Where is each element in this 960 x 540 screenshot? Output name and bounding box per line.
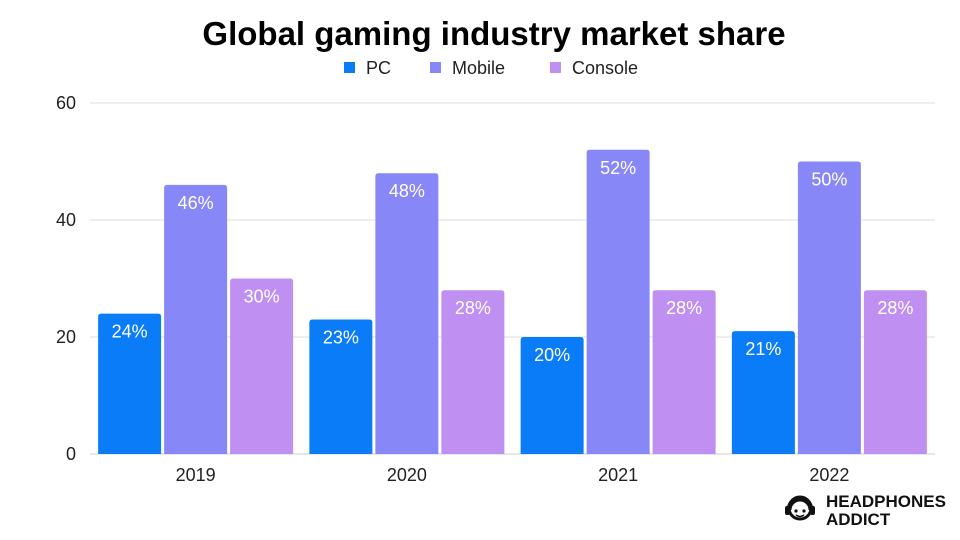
legend-swatch [344,62,355,73]
legend-label: Console [572,58,638,78]
x-axis: 2019 2020 2021 2022 [176,465,850,485]
bar-console-2021 [652,290,716,454]
x-tick-label: 2021 [598,465,638,485]
bar-console-2022 [863,290,927,454]
data-label: 28% [666,298,702,318]
legend-swatch [550,62,561,73]
data-label: 28% [455,298,491,318]
x-tick-label: 2019 [176,465,216,485]
data-label: 52% [600,158,636,178]
legend: PC Mobile Console [344,58,638,78]
bar-pc-2022 [731,331,795,454]
data-label: 48% [389,181,425,201]
legend-label: Mobile [452,58,505,78]
legend-label: PC [366,58,391,78]
brand-name-line2: ADDICT [826,510,891,529]
y-axis: 0 20 40 60 [56,93,76,464]
data-label: 46% [178,193,214,213]
y-tick-label: 40 [56,210,76,230]
bar-console-2020 [441,290,505,454]
data-label: 21% [745,339,781,359]
data-label: 24% [112,322,148,342]
bar-pc-2020 [309,319,373,454]
legend-item-pc: PC [344,58,391,78]
bar-pc-2021 [520,337,584,454]
legend-item-mobile: Mobile [430,58,505,78]
x-tick-label: 2022 [809,465,849,485]
y-tick-label: 0 [66,444,76,464]
brand-logo: HEADPHONES ADDICT [785,492,946,529]
legend-item-console: Console [550,58,638,78]
data-label: 23% [323,327,359,347]
bar-mobile-2020 [375,173,439,454]
bars: 24% 46% 30% 23% 48% 28% 20% 52% 28% 21% 50% 28% [98,149,927,455]
bar-pc-2019 [98,313,162,454]
y-tick-label: 60 [56,93,76,113]
data-label: 20% [534,345,570,365]
bar-mobile-2019 [164,184,228,454]
headphones-face-icon [785,495,815,521]
bar-console-2019 [230,278,294,454]
data-label: 30% [244,287,280,307]
chart-title: Global gaming industry market share [202,15,785,52]
legend-swatch [430,62,441,73]
x-tick-label: 2020 [387,465,427,485]
brand-name-line1: HEADPHONES [826,492,946,511]
y-tick-label: 20 [56,327,76,347]
bar-mobile-2022 [797,161,861,454]
data-label: 28% [877,298,913,318]
data-label: 50% [811,170,847,190]
bar-mobile-2021 [586,149,650,455]
